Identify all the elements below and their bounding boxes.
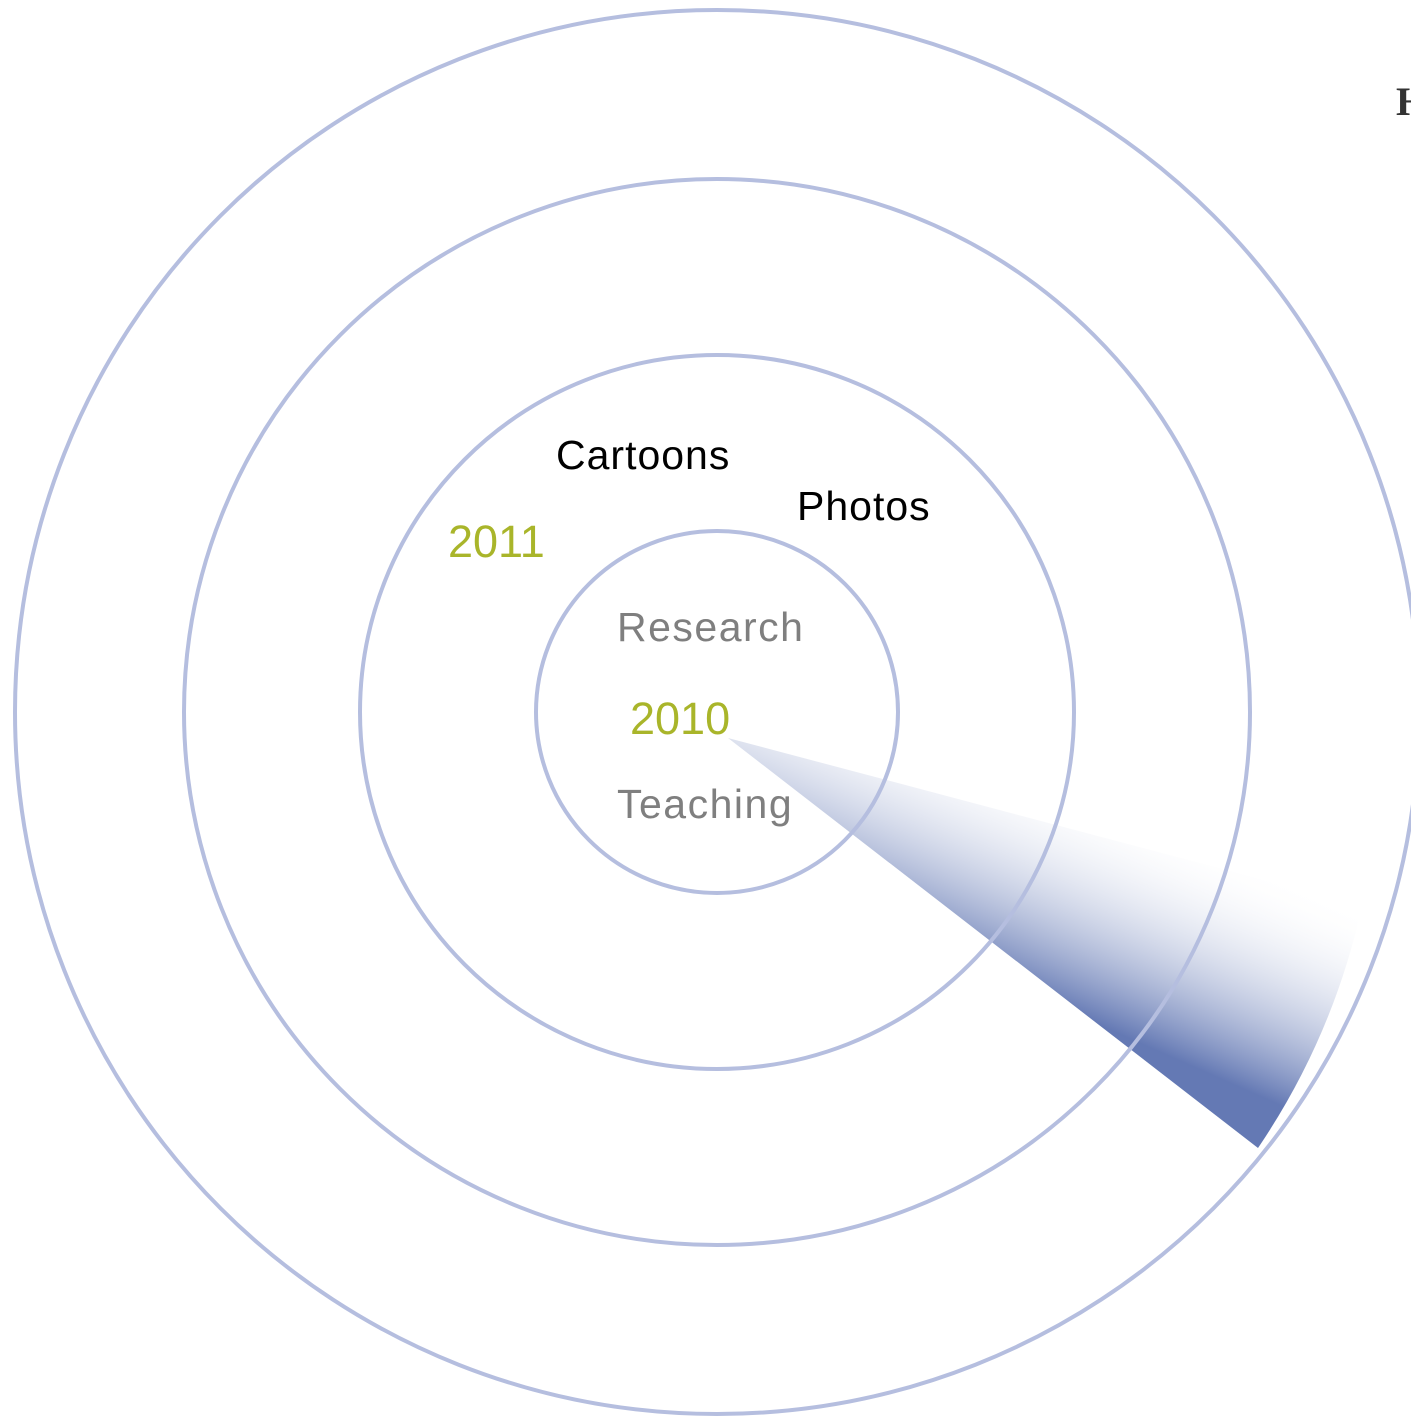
- label-teaching: Teaching: [617, 781, 793, 827]
- ring-4: [13, 8, 1411, 1416]
- label-photos: Photos: [797, 483, 931, 529]
- label-cartoons: Cartoons: [556, 432, 730, 478]
- cut-off-letter: H: [1396, 79, 1411, 124]
- ring-2: [358, 353, 1076, 1071]
- radar-sweep: [728, 738, 1362, 1148]
- label-research: Research: [617, 604, 804, 650]
- label-year-2011: 2011: [448, 516, 545, 567]
- ring-3: [182, 177, 1252, 1247]
- label-year-2010: 2010: [630, 693, 730, 744]
- ring-1: [534, 529, 900, 895]
